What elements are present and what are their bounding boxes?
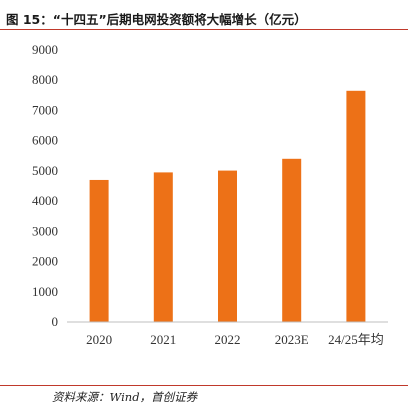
- y-tick-label: 1000: [32, 284, 58, 299]
- bar: [282, 158, 302, 322]
- title-bar: 图 15：“十四五”后期电网投资额将大幅增长（亿元）: [0, 0, 408, 30]
- chart-title: 图 15：“十四五”后期电网投资额将大幅增长（亿元）: [6, 12, 307, 27]
- y-tick-label: 6000: [32, 133, 58, 148]
- x-tick-label: 24/25年均: [328, 332, 384, 347]
- x-tick-label: 2020: [86, 332, 112, 347]
- y-tick-label: 4000: [32, 193, 58, 208]
- bar-chart: 0 1000 2000 3000 4000 5000 6000 7000 8000 9000 202…: [32, 42, 388, 347]
- bar: [346, 90, 366, 322]
- x-tick-label: 2021: [150, 332, 176, 347]
- y-tick-label: 8000: [32, 72, 58, 87]
- y-tick-label: 3000: [32, 223, 58, 238]
- source-note: 资料来源：Wind，首创证券: [52, 390, 198, 404]
- y-tick-label: 9000: [32, 42, 58, 57]
- bar: [89, 179, 109, 322]
- x-tick-label: 2022: [215, 332, 241, 347]
- y-tick-label: 2000: [32, 254, 58, 269]
- y-tick-label: 0: [52, 314, 59, 329]
- x-tick-label: 2023E: [275, 332, 309, 347]
- bar: [218, 170, 237, 322]
- footer-divider: [0, 385, 408, 386]
- bar: [153, 172, 173, 322]
- y-tick-label: 7000: [32, 102, 58, 117]
- y-tick-label: 5000: [32, 163, 58, 178]
